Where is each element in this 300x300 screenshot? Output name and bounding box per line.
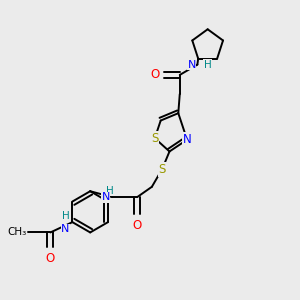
Text: H: H xyxy=(62,211,70,221)
Text: N: N xyxy=(188,60,196,70)
Text: H: H xyxy=(106,186,114,196)
Text: N: N xyxy=(61,224,70,235)
Text: N: N xyxy=(101,192,110,202)
Text: S: S xyxy=(151,132,158,145)
Text: O: O xyxy=(133,219,142,232)
Text: N: N xyxy=(183,133,191,146)
Text: CH₃: CH₃ xyxy=(8,227,27,237)
Text: O: O xyxy=(46,252,55,265)
Text: O: O xyxy=(150,68,159,81)
Text: S: S xyxy=(158,163,166,176)
Text: H: H xyxy=(204,60,212,70)
